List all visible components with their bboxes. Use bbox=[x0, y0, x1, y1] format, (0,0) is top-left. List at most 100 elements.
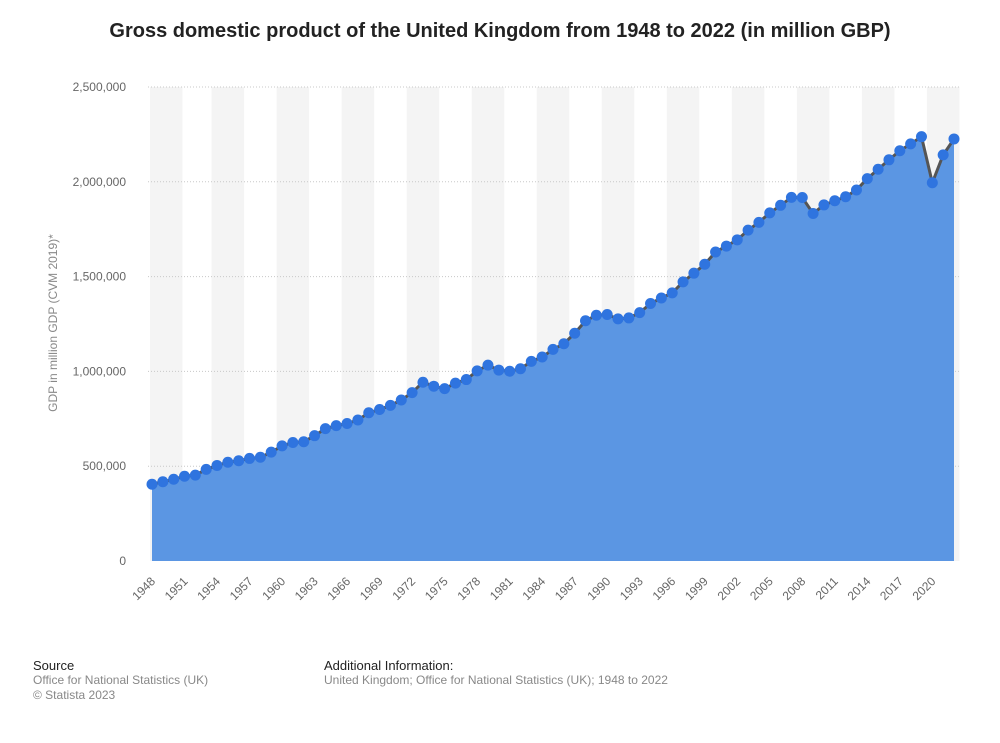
data-point bbox=[666, 287, 678, 299]
data-point bbox=[168, 473, 180, 485]
y-tick-label: 1,000,000 bbox=[73, 364, 127, 378]
data-point bbox=[428, 380, 440, 392]
y-tick-label: 2,000,000 bbox=[73, 175, 127, 189]
data-point bbox=[341, 418, 353, 430]
x-tick-label: 1954 bbox=[194, 574, 223, 603]
data-point bbox=[710, 246, 722, 258]
data-point bbox=[872, 163, 884, 175]
data-point bbox=[623, 312, 635, 324]
data-point bbox=[720, 240, 732, 252]
data-point bbox=[905, 138, 917, 150]
data-point bbox=[395, 394, 407, 406]
data-point bbox=[547, 343, 559, 355]
x-tick-label: 2020 bbox=[910, 574, 939, 603]
x-tick-label: 2014 bbox=[845, 574, 874, 603]
data-point bbox=[612, 313, 624, 325]
data-point bbox=[157, 476, 169, 488]
data-point bbox=[829, 195, 841, 207]
source-heading: Source bbox=[33, 658, 75, 673]
data-point bbox=[785, 191, 797, 203]
x-tick-label: 1966 bbox=[324, 574, 353, 603]
data-point bbox=[590, 309, 602, 321]
data-point bbox=[764, 207, 776, 219]
data-point bbox=[861, 173, 873, 185]
data-point bbox=[915, 131, 927, 143]
data-point bbox=[753, 216, 765, 228]
x-tick-label: 1951 bbox=[162, 574, 191, 603]
x-tick-label: 1996 bbox=[650, 574, 679, 603]
data-point bbox=[439, 383, 451, 395]
x-tick-label: 2017 bbox=[877, 574, 906, 603]
x-tick-label: 1972 bbox=[389, 574, 418, 603]
data-points bbox=[146, 131, 960, 490]
data-point bbox=[460, 374, 472, 386]
y-tick-label: 500,000 bbox=[83, 459, 127, 473]
data-point bbox=[276, 440, 288, 452]
x-tick-label: 2008 bbox=[780, 574, 809, 603]
data-point bbox=[775, 199, 787, 211]
data-point bbox=[233, 455, 245, 467]
data-point bbox=[677, 276, 689, 288]
x-tick-label: 1993 bbox=[617, 574, 646, 603]
y-tick-label: 1,500,000 bbox=[73, 270, 127, 284]
y-tick-label: 2,500,000 bbox=[73, 80, 127, 94]
x-tick-label: 1987 bbox=[552, 574, 581, 603]
data-point bbox=[493, 364, 505, 376]
data-point bbox=[525, 355, 537, 367]
data-point bbox=[937, 149, 949, 161]
data-point bbox=[211, 459, 223, 471]
source-name: Office for National Statistics (UK) bbox=[33, 673, 209, 687]
data-point bbox=[449, 377, 461, 389]
data-point bbox=[471, 365, 483, 377]
data-point bbox=[645, 298, 657, 310]
data-point bbox=[265, 446, 277, 458]
data-point bbox=[298, 436, 310, 448]
data-point bbox=[883, 154, 895, 166]
x-axis: 1948 1951 1954 1957 1960 1963 1966 1969 1972 1975… bbox=[129, 574, 938, 603]
data-point bbox=[688, 267, 700, 279]
data-point bbox=[406, 387, 418, 399]
chart-svg: 0 500,000 1,000,000 1,500,000 2,000,000 2,500… bbox=[46, 80, 960, 603]
source-block: Source Office for National Statistics (U… bbox=[33, 658, 208, 703]
info-text: United Kingdom; Office for National Stat… bbox=[324, 673, 668, 687]
data-point bbox=[352, 414, 364, 426]
data-point bbox=[254, 451, 266, 463]
data-point bbox=[807, 207, 819, 219]
data-point bbox=[569, 327, 581, 339]
data-point bbox=[655, 292, 667, 304]
data-point bbox=[200, 463, 212, 475]
area-fill bbox=[152, 136, 954, 561]
x-tick-label: 1999 bbox=[682, 574, 711, 603]
x-tick-label: 1984 bbox=[520, 574, 549, 603]
chart-title: Gross domestic product of the United Kin… bbox=[109, 20, 891, 42]
data-point bbox=[504, 365, 516, 377]
data-point bbox=[363, 407, 375, 419]
additional-info-block: Additional Information: United Kingdom; … bbox=[324, 658, 668, 688]
data-point bbox=[244, 452, 256, 464]
y-axis: 0 500,000 1,000,000 1,500,000 2,000,000 2,500… bbox=[73, 80, 127, 568]
data-point bbox=[634, 307, 646, 319]
data-point bbox=[309, 430, 321, 442]
x-tick-label: 1978 bbox=[454, 574, 483, 603]
x-tick-label: 1990 bbox=[585, 574, 614, 603]
data-point bbox=[894, 145, 906, 157]
x-tick-label: 1957 bbox=[227, 574, 256, 603]
data-point bbox=[840, 191, 852, 203]
data-point bbox=[948, 133, 960, 145]
data-point bbox=[926, 177, 938, 189]
data-point bbox=[536, 351, 548, 363]
info-heading: Additional Information: bbox=[324, 658, 454, 673]
area-fill-path bbox=[152, 136, 954, 561]
y-axis-label: GDP in million GDP (CVM 2019)* bbox=[46, 234, 60, 412]
x-tick-label: 2011 bbox=[813, 574, 841, 602]
data-point bbox=[384, 399, 396, 411]
data-point bbox=[514, 363, 526, 375]
data-point bbox=[374, 404, 386, 416]
data-point bbox=[742, 224, 754, 236]
x-tick-label: 1975 bbox=[422, 574, 451, 603]
data-point bbox=[558, 338, 570, 350]
data-point bbox=[699, 258, 711, 270]
data-point bbox=[818, 199, 830, 211]
x-tick-label: 1960 bbox=[259, 574, 288, 603]
x-tick-label: 2005 bbox=[747, 574, 776, 603]
